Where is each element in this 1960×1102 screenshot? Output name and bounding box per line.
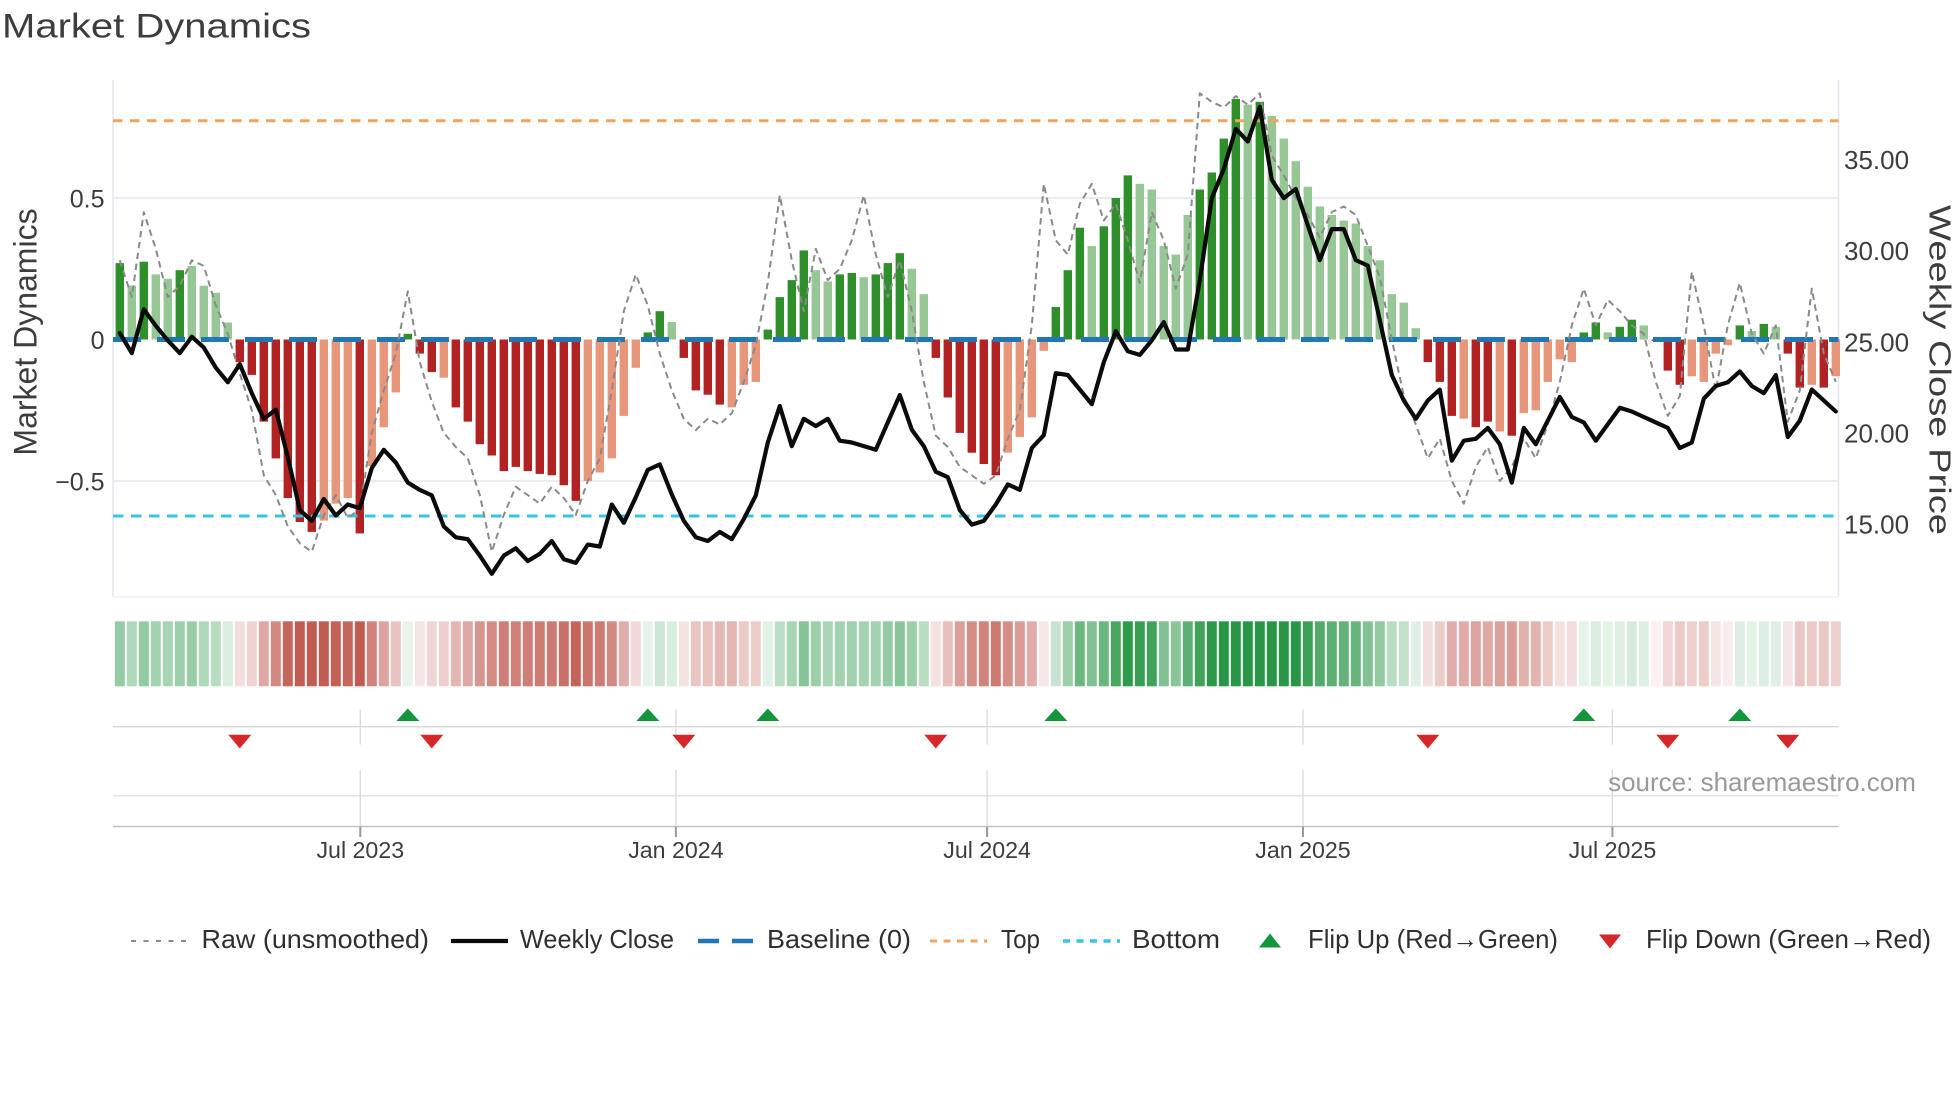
svg-text:0.5: 0.5 [70, 185, 105, 213]
svg-text:30.00: 30.00 [1844, 236, 1909, 266]
svg-text:20.00: 20.00 [1844, 419, 1909, 449]
svg-text:Jul 2024: Jul 2024 [943, 837, 1031, 863]
svg-text:Jan 2024: Jan 2024 [628, 837, 724, 863]
svg-text:Weekly Close: Weekly Close [520, 924, 674, 954]
svg-text:Bottom: Bottom [1132, 924, 1220, 954]
svg-text:Flip Down (Green→Red): Flip Down (Green→Red) [1646, 924, 1931, 954]
svg-text:Weekly Close Price: Weekly Close Price [1923, 205, 1958, 535]
svg-text:35.00: 35.00 [1844, 145, 1909, 175]
svg-text:Top: Top [1001, 924, 1040, 954]
svg-text:−0.5: −0.5 [55, 468, 104, 496]
svg-text:Market Dynamics: Market Dynamics [2, 8, 311, 46]
svg-text:0: 0 [91, 327, 105, 355]
svg-text:Flip Up (Red→Green): Flip Up (Red→Green) [1308, 924, 1558, 954]
svg-text:Jul 2023: Jul 2023 [316, 837, 404, 863]
svg-text:15.00: 15.00 [1844, 510, 1909, 540]
svg-text:Baseline (0): Baseline (0) [767, 924, 911, 954]
svg-text:Jan 2025: Jan 2025 [1255, 837, 1350, 863]
svg-text:Raw (unsmoothed): Raw (unsmoothed) [202, 924, 430, 954]
svg-text:source: sharemaestro.com: source: sharemaestro.com [1608, 767, 1916, 797]
svg-text:Market Dynamics: Market Dynamics [8, 208, 44, 455]
svg-text:Jul 2025: Jul 2025 [1569, 837, 1657, 863]
svg-text:25.00: 25.00 [1844, 327, 1909, 357]
